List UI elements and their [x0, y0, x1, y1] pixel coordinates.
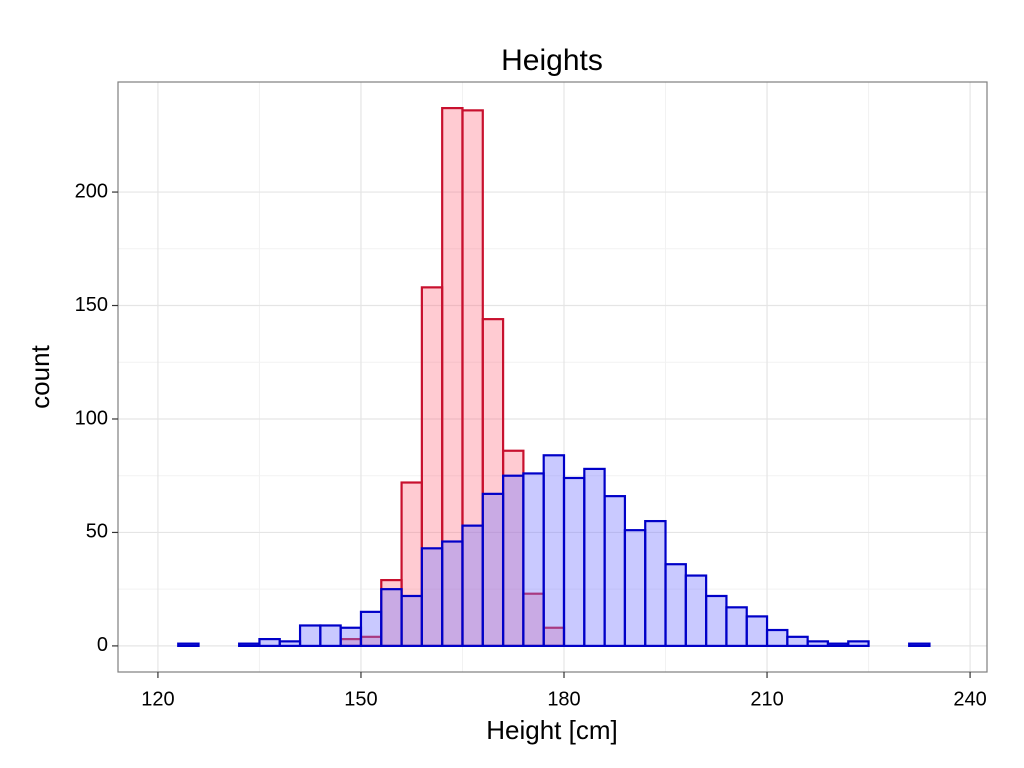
y-axis-label: count [25, 344, 55, 408]
histogram-bar [908, 642, 931, 648]
histogram-bar [847, 640, 870, 648]
y-tick-label: 150 [75, 294, 108, 316]
x-tick-label: 240 [953, 688, 986, 710]
histogram-bar [400, 594, 423, 648]
histogram-bar [806, 640, 830, 648]
histogram-bar [522, 472, 545, 648]
x-tick-label: 210 [750, 688, 783, 710]
histogram-bar [481, 492, 505, 648]
histogram-bar [603, 495, 627, 648]
histogram-bar [765, 628, 789, 648]
histogram-bar [238, 642, 261, 648]
histogram-bar [298, 624, 322, 648]
x-tick-label: 150 [344, 688, 377, 710]
y-tick-label: 0 [97, 634, 108, 656]
y-tick-label: 50 [86, 521, 108, 543]
plot-area [118, 82, 987, 672]
histogram-bar [644, 519, 667, 648]
x-axis-label: Height [cm] [486, 715, 618, 745]
histogram-bar [623, 529, 647, 648]
y-tick-label: 200 [75, 180, 108, 202]
histogram-bar [319, 624, 342, 648]
histogram-bar [542, 454, 566, 648]
histogram-bar [441, 540, 464, 648]
histogram-bar [786, 635, 809, 648]
histogram-bar [826, 642, 850, 648]
y-tick-label: 100 [75, 407, 108, 429]
histogram-bar [725, 606, 748, 648]
histogram-bar [380, 588, 403, 648]
plot-border [117, 81, 988, 673]
histogram-bar [583, 467, 606, 648]
histogram-bar [461, 524, 484, 648]
histogram-bar [664, 563, 687, 648]
x-tick-label: 120 [141, 688, 174, 710]
x-tick-label: 180 [547, 688, 580, 710]
chart-title: Heights [501, 44, 603, 77]
histogram-bar [684, 574, 708, 648]
histogram-bar [745, 615, 769, 648]
histogram-bar [501, 474, 525, 648]
histogram-bar [278, 640, 302, 648]
histogram-bar [420, 547, 444, 648]
histogram-bar [339, 626, 363, 648]
histogram-bar [258, 637, 281, 648]
histogram-bar [705, 594, 728, 648]
histogram-bar [562, 476, 586, 648]
histogram-bar [359, 610, 383, 648]
histogram-bar [177, 642, 200, 648]
